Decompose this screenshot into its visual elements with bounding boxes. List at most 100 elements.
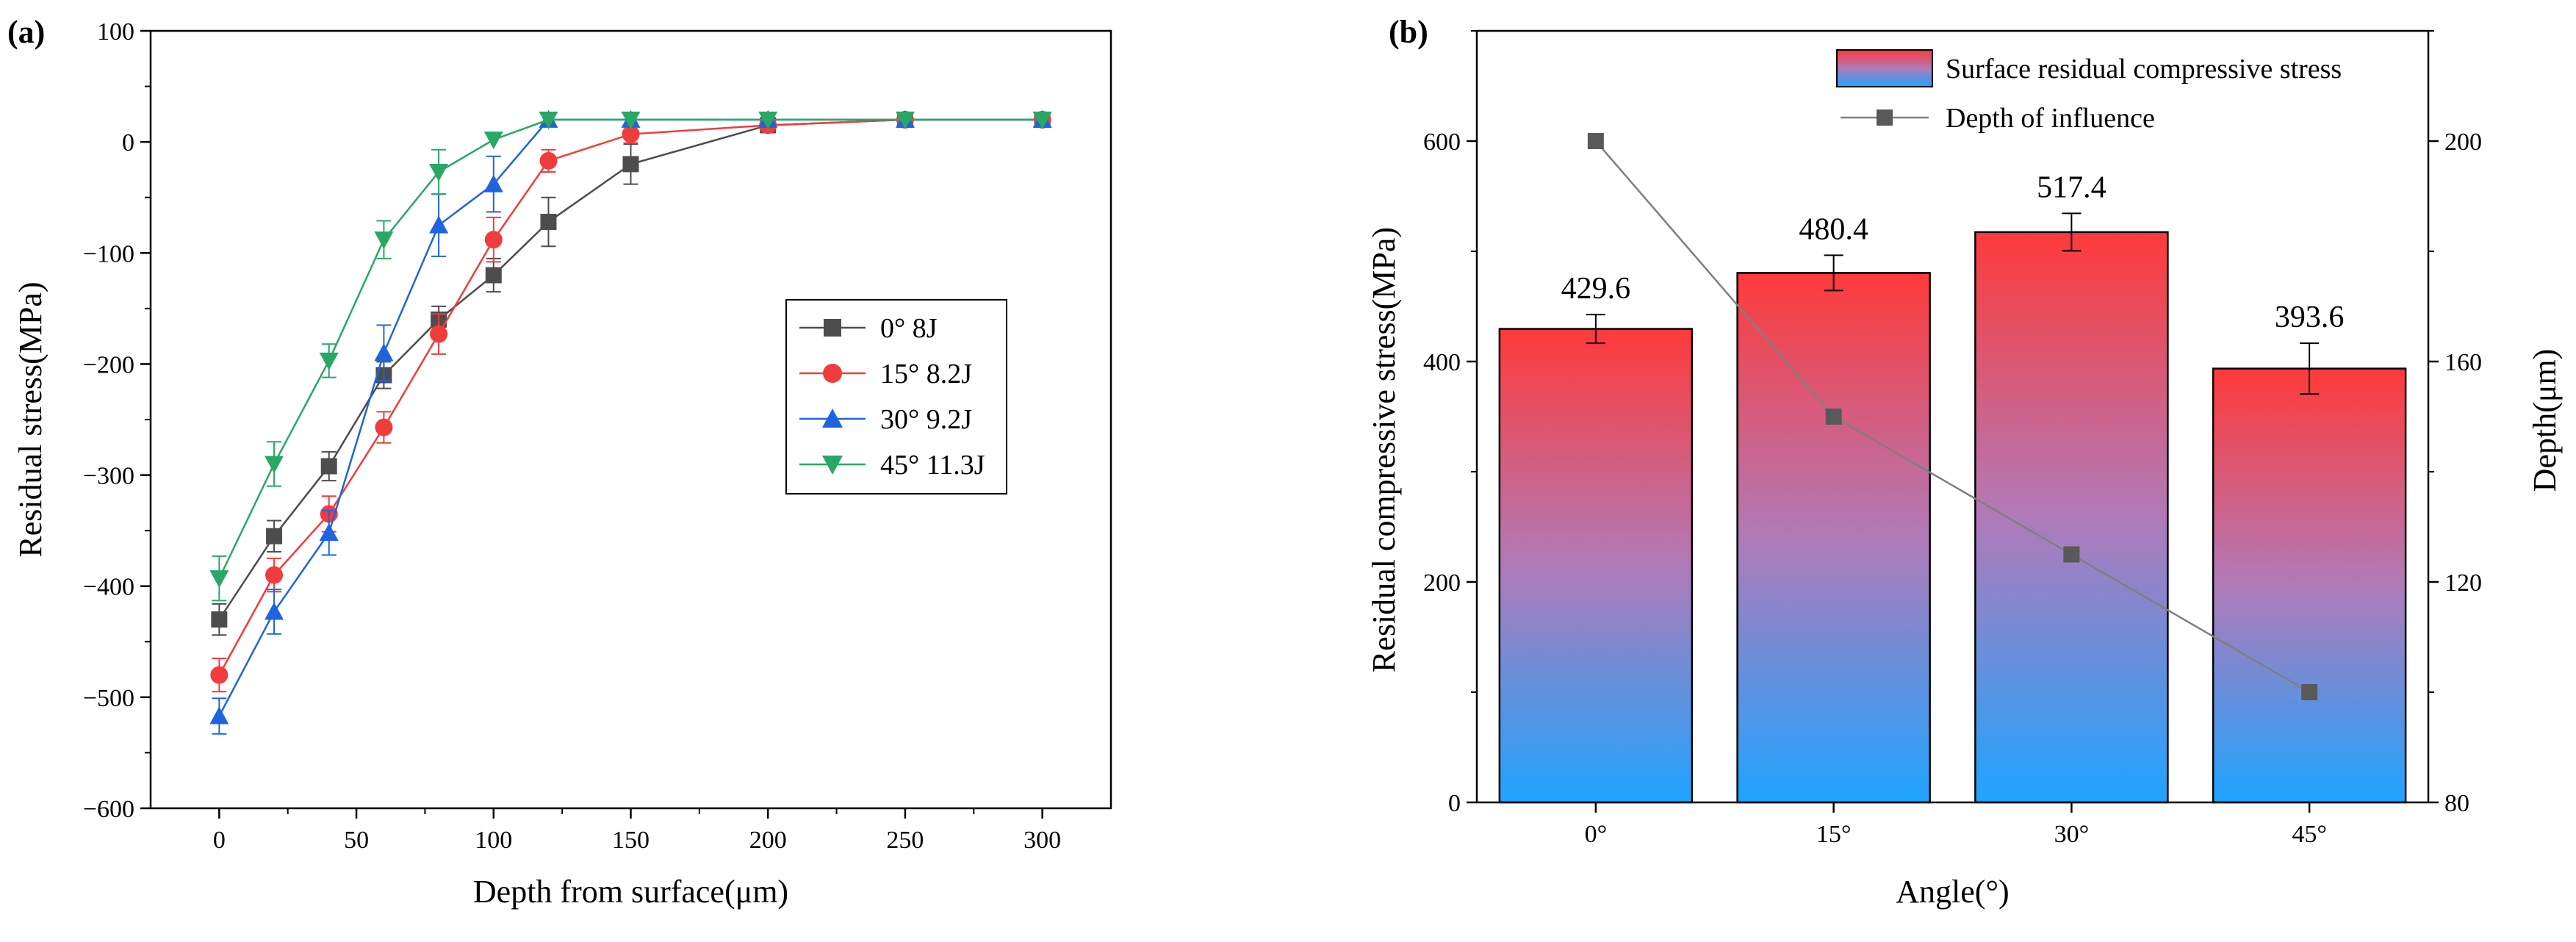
data-point: [430, 325, 448, 343]
data-point: [429, 163, 449, 181]
legend-label: 15° 8.2J: [880, 359, 972, 389]
depth-line: [1594, 140, 2310, 694]
panel-b-label: (b): [1389, 14, 1428, 50]
chart-b-axes: 0° 15° 30° 45° 0 200 400 600 80 120 160 200: [1423, 29, 2482, 848]
data-point: [265, 566, 284, 584]
depth-point: [1825, 409, 1842, 425]
y-tick-label: −200: [83, 351, 134, 378]
legend-label: Surface residual compressive stress: [1946, 54, 2342, 85]
x-tick-label: 45°: [2292, 821, 2327, 848]
legend-bar-swatch: [1836, 49, 1933, 87]
legend-label: 45° 11.3J: [880, 450, 985, 481]
y2-tick-label: 160: [2444, 349, 2482, 376]
chart-a: (a) 0 50 100 150 200 250 300 −600 −500 −400 −300 −2…: [7, 14, 1112, 910]
panel-a-label: (a): [7, 14, 45, 50]
bar-value-label: 517.4: [2037, 170, 2107, 204]
y-tick-label: 100: [97, 18, 134, 46]
legend-marker: [823, 364, 842, 383]
data-point: [539, 151, 558, 170]
y-tick-label: −500: [83, 685, 134, 712]
legend-label: Depth of influence: [1946, 103, 2155, 134]
x-tick-label: 15°: [1816, 821, 1852, 848]
x-tick-label: 0°: [1585, 821, 1608, 848]
data-point: [375, 418, 393, 436]
chart-a-plot: [209, 109, 1052, 735]
chart-a-y-axis-label: Residual stress(MPa): [12, 281, 48, 557]
legend-marker: [822, 456, 843, 475]
data-point: [758, 111, 778, 129]
x-tick-label: 150: [612, 827, 650, 854]
data-point: [319, 352, 339, 370]
bar-value-label: 429.6: [1561, 272, 1631, 306]
chart-a-x-axis-label: Depth from surface(μm): [473, 874, 788, 910]
data-point: [622, 125, 640, 143]
data-point: [1032, 111, 1052, 129]
data-point: [320, 458, 337, 475]
chart-b-y2-axis-label: Depth(μm): [2527, 349, 2563, 492]
data-point: [374, 343, 394, 362]
bar: [2212, 367, 2407, 804]
y-tick-label: 200: [1423, 569, 1461, 597]
data-point: [265, 602, 284, 620]
y2-tick-label: 120: [2444, 569, 2482, 597]
data-point: [539, 111, 558, 129]
bar: [1498, 328, 1694, 804]
bar-value-label: 393.6: [2275, 301, 2345, 334]
chart-b-depth-line: [1587, 133, 2318, 700]
chart-b-x-axis-label: Angle(°): [1896, 874, 2009, 910]
chart-a-legend: 0° 8J 15° 8.2J 30° 9.2J 45° 11.3J: [785, 299, 1007, 495]
data-point: [266, 528, 283, 544]
depth-point: [2063, 546, 2080, 563]
data-point: [621, 111, 641, 129]
data-point: [429, 215, 449, 234]
chart-b-bars: 429.6 480.4 517.4 393.6: [1498, 170, 2407, 804]
data-point: [483, 132, 503, 150]
data-point: [483, 174, 503, 193]
y-tick-label: −300: [83, 463, 134, 490]
x-tick-label: 30°: [2054, 821, 2090, 848]
legend-marker: [824, 319, 841, 337]
data-point: [211, 611, 228, 628]
data-point: [484, 231, 503, 249]
data-point: [374, 231, 394, 250]
data-point: [265, 456, 284, 474]
legend-marker: [822, 409, 843, 428]
x-tick-label: 50: [344, 827, 369, 854]
y2-tick-label: 200: [2444, 129, 2482, 156]
x-tick-label: 0: [213, 827, 226, 854]
data-point: [209, 570, 229, 589]
legend-box: [785, 299, 1007, 495]
y-tick-label: 0: [122, 129, 134, 157]
chart-a-axes: 0 50 100 150 200 250 300 −600 −500 −400 −300 −200 −1…: [83, 18, 1112, 854]
y-tick-label: 600: [1423, 129, 1461, 156]
x-tick-label: 200: [749, 827, 787, 854]
chart-b-legend: Surface residual compressive stress Depth…: [1836, 49, 2342, 134]
legend-marker: [1877, 109, 1893, 126]
y-tick-label: −400: [83, 574, 134, 601]
chart-b-frame: [1475, 29, 2430, 804]
data-point: [210, 666, 229, 684]
legend-label: 30° 9.2J: [880, 404, 972, 435]
y2-tick-label: 80: [2444, 790, 2469, 817]
x-tick-label: 100: [475, 827, 512, 854]
data-point: [209, 706, 229, 725]
chart-b: (b) 429.6 480.4 517.4 393.6 0° 15° 30° 45° 0 200…: [1366, 14, 2563, 910]
chart-b-y-axis-label: Residual compressive stress(MPa): [1366, 227, 1402, 672]
depth-point: [2301, 684, 2318, 700]
bar-value-label: 480.4: [1799, 212, 1868, 246]
data-point: [319, 523, 339, 542]
x-tick-label: 250: [886, 827, 924, 854]
data-point: [540, 213, 557, 230]
y-tick-label: −100: [83, 240, 134, 267]
bar: [1736, 272, 1931, 804]
depth-point: [1587, 133, 1604, 149]
bar: [1974, 231, 2169, 804]
y-tick-label: −600: [83, 796, 134, 823]
data-point: [622, 156, 639, 173]
data-point: [895, 111, 915, 129]
x-tick-label: 300: [1023, 827, 1061, 854]
data-point: [485, 267, 502, 284]
y-tick-label: 0: [1448, 790, 1461, 817]
y-tick-label: 400: [1423, 349, 1461, 376]
